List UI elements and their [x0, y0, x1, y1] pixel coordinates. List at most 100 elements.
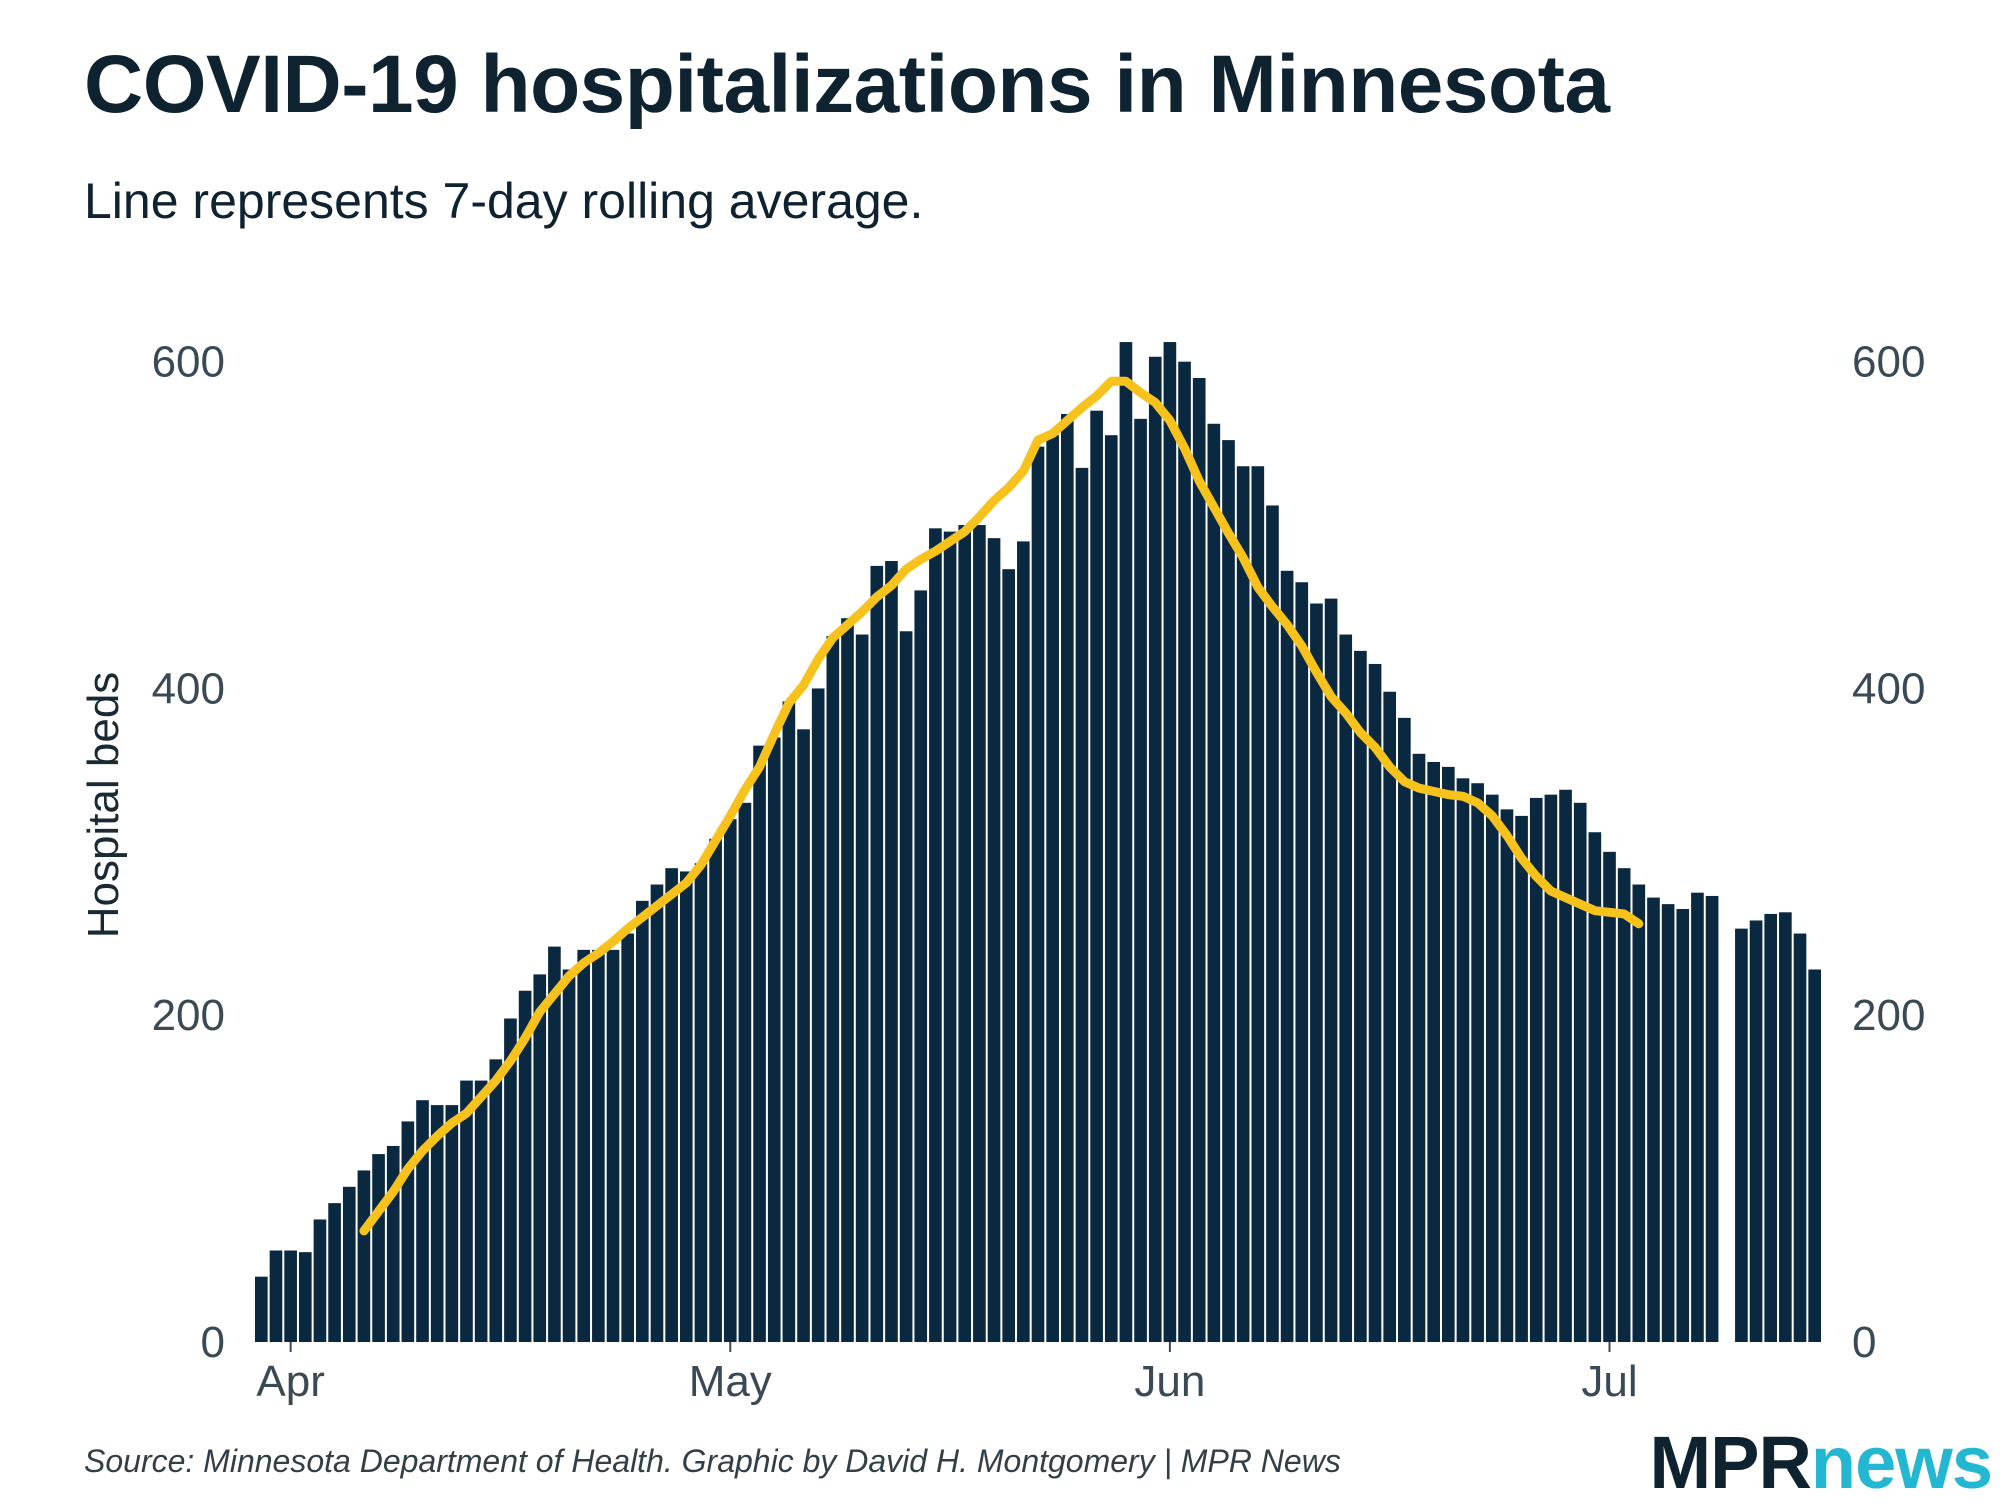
- bar: [284, 1250, 297, 1342]
- y-tick-label-right: 0: [1852, 1318, 1876, 1367]
- bar: [1104, 435, 1118, 1342]
- bar: [1119, 342, 1133, 1342]
- bar: [1295, 582, 1309, 1342]
- logo-mpr: MPR: [1649, 1421, 1811, 1504]
- mpr-news-logo: MPRnews: [1649, 1420, 1993, 1505]
- bar: [1676, 909, 1690, 1342]
- bar: [870, 565, 884, 1342]
- bar: [650, 884, 664, 1342]
- bar: [562, 969, 576, 1342]
- bar: [1354, 650, 1367, 1342]
- chart-title: COVID-19 hospitalizations in Minnesota: [84, 39, 1610, 130]
- x-tick-label: Jun: [1134, 1357, 1205, 1406]
- bar: [1515, 815, 1528, 1342]
- bar: [1500, 809, 1514, 1342]
- bar: [1310, 603, 1323, 1342]
- bar: [298, 1252, 312, 1342]
- bar: [973, 525, 986, 1342]
- bar: [313, 1219, 327, 1342]
- bar: [1691, 892, 1704, 1342]
- bar: [1090, 410, 1103, 1342]
- bars-series: [255, 342, 1821, 1343]
- bar: [460, 1080, 473, 1342]
- bar: [1559, 789, 1572, 1342]
- bar: [738, 802, 752, 1342]
- bar: [1427, 761, 1440, 1342]
- bar: [753, 745, 766, 1342]
- bar: [269, 1250, 283, 1342]
- bar: [709, 838, 722, 1342]
- source-note: Source: Minnesota Department of Health. …: [84, 1443, 1341, 1479]
- bar: [1632, 884, 1646, 1342]
- x-tick-label: May: [689, 1357, 772, 1406]
- bar: [958, 525, 972, 1342]
- bar: [1031, 446, 1045, 1342]
- bar: [1544, 794, 1558, 1342]
- bar: [357, 1170, 371, 1342]
- bar: [1529, 797, 1543, 1342]
- bar: [899, 631, 913, 1342]
- bar: [723, 819, 737, 1342]
- bar: [1368, 663, 1382, 1342]
- bar: [1251, 466, 1265, 1342]
- chart-subtitle: Line represents 7-day rolling average.: [84, 173, 924, 229]
- bar: [782, 701, 796, 1342]
- bar: [1266, 505, 1279, 1343]
- bar: [1456, 778, 1470, 1342]
- x-axis: Apr May Jun Jul: [256, 1342, 1638, 1406]
- bar: [929, 528, 942, 1342]
- bar: [811, 688, 825, 1342]
- bar: [1017, 541, 1030, 1342]
- bar: [767, 737, 781, 1342]
- bar: [1808, 969, 1821, 1342]
- bar: [636, 900, 649, 1342]
- bar: [679, 871, 693, 1342]
- bar: [1148, 356, 1162, 1342]
- bar: [504, 1018, 517, 1342]
- bar: [1178, 361, 1191, 1342]
- bar: [826, 636, 840, 1342]
- bar: [1603, 851, 1616, 1342]
- bar: [489, 1059, 503, 1342]
- bar: [1617, 868, 1631, 1342]
- bar: [694, 863, 708, 1342]
- bar: [416, 1100, 429, 1342]
- bar: [592, 949, 605, 1342]
- bar: [548, 946, 561, 1342]
- bar: [1046, 435, 1059, 1342]
- bar: [1485, 794, 1499, 1342]
- bar: [1779, 912, 1792, 1342]
- bar: [1412, 753, 1426, 1342]
- y-tick-label-right: 400: [1852, 664, 1925, 713]
- bar: [474, 1080, 488, 1342]
- x-tick-label: Apr: [256, 1357, 324, 1406]
- bar: [1280, 570, 1294, 1342]
- bar: [606, 949, 620, 1342]
- bar: [1661, 904, 1675, 1342]
- bar: [1222, 440, 1235, 1343]
- bar: [1398, 717, 1411, 1342]
- bar: [445, 1105, 459, 1342]
- bar: [1647, 897, 1660, 1342]
- bar: [1705, 895, 1719, 1342]
- bar: [885, 561, 898, 1342]
- bar: [430, 1105, 444, 1342]
- bar: [1192, 378, 1206, 1342]
- y-tick-label-left: 0: [201, 1318, 225, 1367]
- y-tick-label-right: 200: [1852, 991, 1925, 1040]
- bar: [855, 634, 869, 1342]
- y-axis-right: 0 200 400 600: [1852, 338, 1925, 1367]
- bar: [1236, 466, 1250, 1342]
- bar: [577, 949, 591, 1342]
- bar: [621, 933, 635, 1342]
- bar: [1075, 467, 1089, 1342]
- x-tick-label: Jul: [1581, 1357, 1637, 1406]
- bar: [1339, 634, 1353, 1342]
- bar: [1573, 802, 1587, 1342]
- bar: [372, 1154, 385, 1342]
- bar: [1441, 766, 1455, 1342]
- y-axis-label: Hospital beds: [79, 672, 128, 939]
- bar: [1471, 783, 1484, 1342]
- bar: [1764, 913, 1778, 1342]
